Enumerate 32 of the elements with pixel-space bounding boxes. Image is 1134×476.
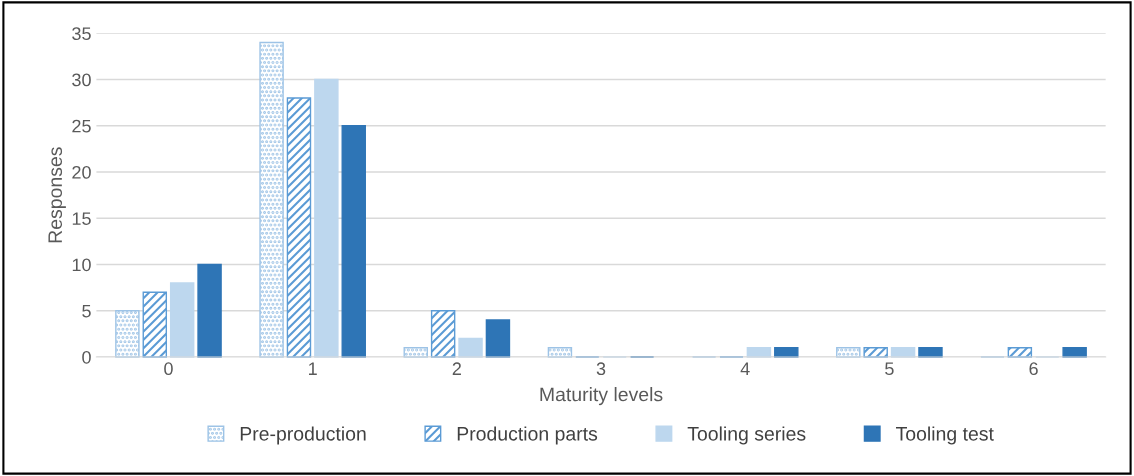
y-axis-title: Responses [48, 147, 66, 243]
y-tick-label: 15 [72, 212, 91, 225]
legend-label: Production parts [457, 426, 598, 445]
y-tick-label: 0 [82, 350, 91, 364]
bar [485, 319, 511, 358]
bar [169, 282, 195, 358]
y-tick-label: 10 [72, 258, 91, 272]
x-tick-label: 1 [309, 362, 317, 375]
bar [341, 125, 366, 358]
bar [286, 97, 312, 358]
y-tick-label: 20 [72, 165, 91, 179]
y-tick-label: 25 [72, 119, 91, 133]
x-tick-label: 3 [596, 362, 606, 376]
bar [314, 78, 339, 358]
legend-label: Tooling series [687, 426, 806, 445]
x-tick-label: 4 [740, 362, 750, 375]
x-axis-title: Maturity levels [540, 387, 663, 406]
y-tick-label: 30 [72, 73, 91, 87]
bar [115, 310, 140, 358]
x-tick-label: 2 [452, 362, 461, 375]
bar [197, 263, 222, 358]
bar [458, 337, 483, 358]
y-tick-label: 35 [72, 27, 91, 41]
y-tick-label: 5 [82, 304, 91, 318]
legend-label: Tooling test [896, 426, 994, 445]
x-tick-label: 0 [164, 362, 173, 376]
legend-label: Pre-production [240, 426, 366, 445]
bar [430, 310, 456, 358]
x-tick-label: 5 [885, 362, 894, 376]
bar [142, 291, 168, 358]
bar [259, 41, 284, 358]
x-tick-label: 6 [1029, 362, 1038, 376]
